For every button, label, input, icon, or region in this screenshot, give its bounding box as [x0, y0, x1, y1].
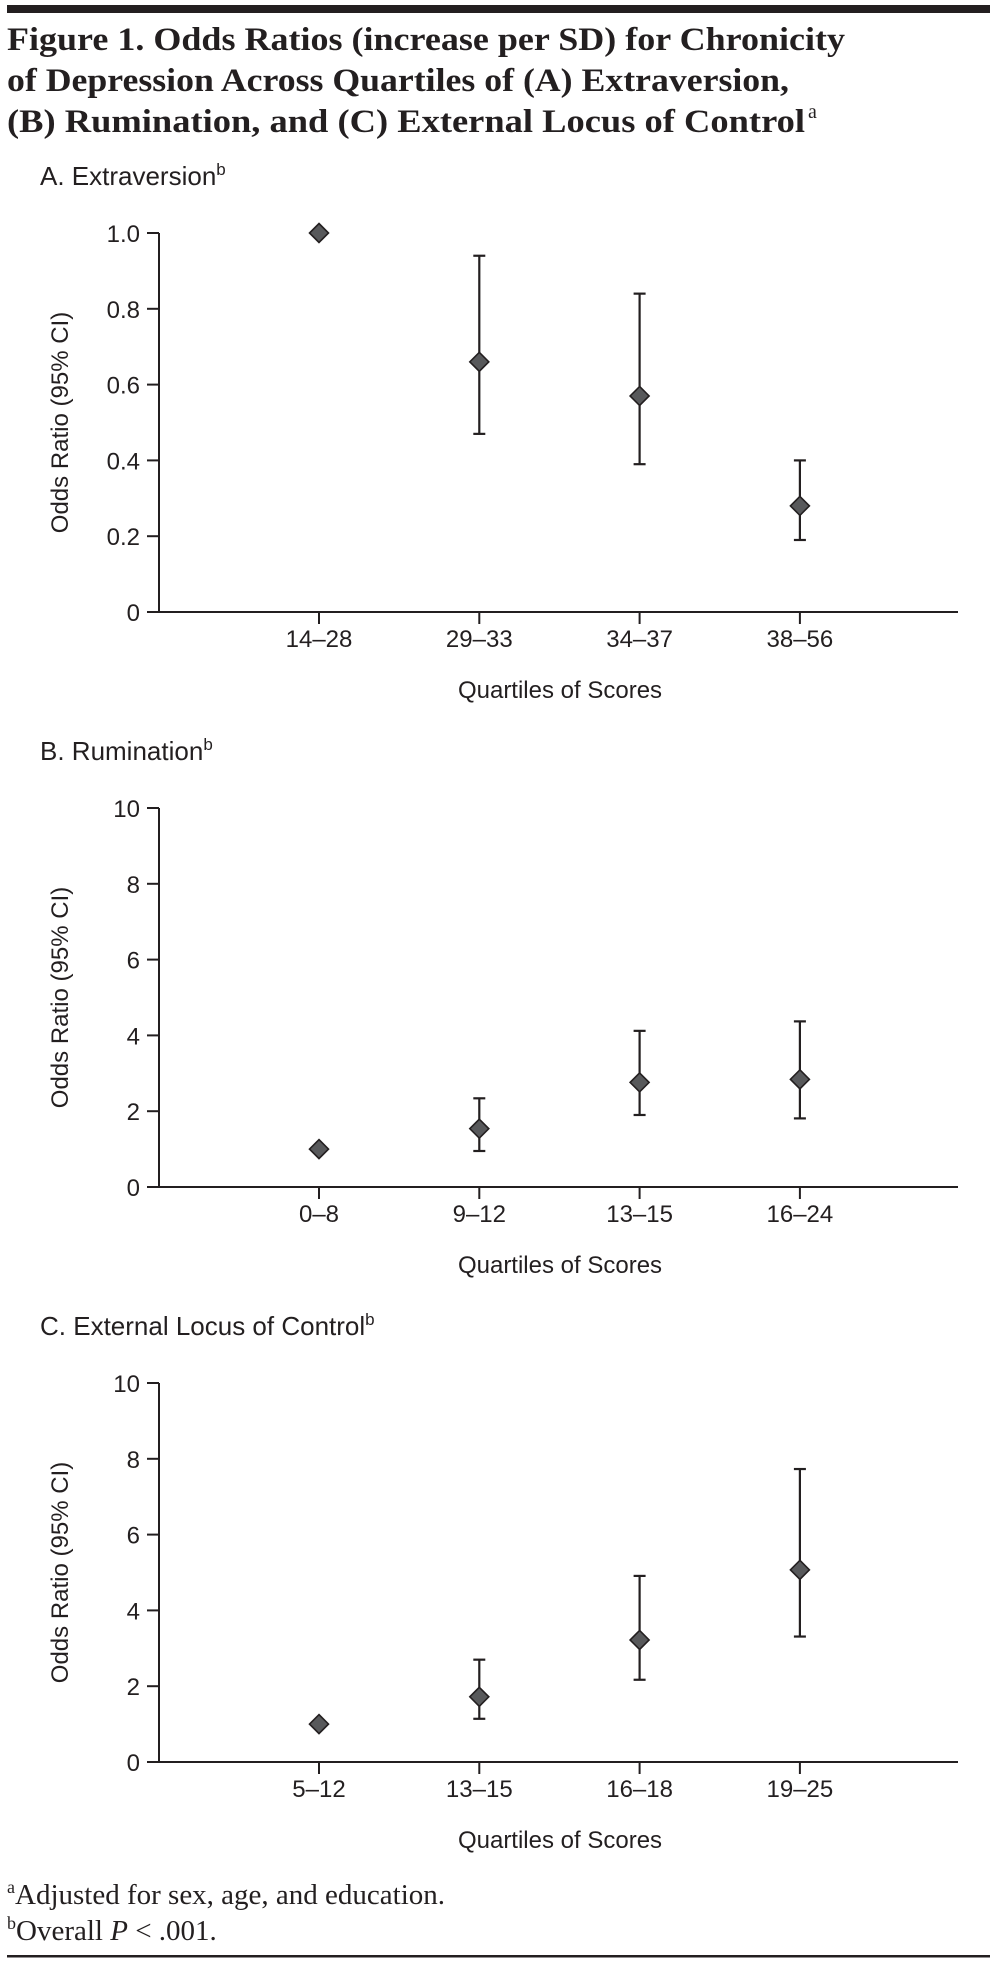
data-point [308, 222, 330, 244]
y-tick-label: 1.0 [107, 221, 140, 248]
data-point [789, 1068, 811, 1090]
x-tick-label: 16–18 [606, 1776, 673, 1803]
data-point [468, 1686, 490, 1708]
panel-title: A. Extraversionb [40, 160, 226, 191]
panel-title-superscript: b [365, 1310, 374, 1329]
panel-a: A. Extraversionb 0 0.2 0.4 0.6 0.8 1.0 Odds Rat… [40, 160, 958, 704]
y-tick-label: 8 [127, 1447, 140, 1474]
footnote-a: aAdjusted for sex, age, and education. [7, 1877, 445, 1911]
y-tick-label: 6 [127, 1523, 140, 1550]
panel-title-text: A. Extraversion [40, 161, 216, 191]
figure-title-line-1: Figure 1. Odds Ratios (increase per SD) … [7, 22, 846, 58]
y-tick-label: 8 [127, 872, 140, 899]
data-point [628, 1629, 651, 1651]
x-tick-label: 5–12 [292, 1776, 345, 1803]
error-bar [633, 1574, 646, 1681]
error-bar [633, 292, 646, 466]
y-tick-label: 2 [127, 1099, 140, 1126]
panel-c: C. External Locus of Controlb 0 2 4 6 8 10 Odds… [40, 1310, 958, 1854]
footnote-b-mark: b [7, 1913, 16, 1933]
data-point [468, 1118, 490, 1140]
footnote-a-mark: a [7, 1877, 15, 1897]
panel-b: B. Ruminationb 0 2 4 6 8 10 Odds Ratio (95% CI)… [40, 735, 958, 1279]
y-tick-label: 0.6 [107, 373, 140, 400]
y-tick-label: 0.2 [107, 524, 140, 551]
x-tick-label: 14–28 [286, 626, 353, 653]
x-tick-label: 9–12 [453, 1201, 506, 1228]
data-point [789, 1559, 811, 1581]
x-axis-label: Quartiles of Scores [458, 1252, 662, 1279]
y-tick-label: 0.8 [107, 297, 140, 324]
x-axis-label: Quartiles of Scores [458, 677, 662, 704]
y-axis-label: Odds Ratio (95% CI) [47, 1462, 74, 1683]
y-tick-label: 0 [127, 1750, 140, 1777]
panel-title: B. Ruminationb [40, 735, 213, 766]
y-tick-label: 4 [127, 1598, 140, 1625]
data-point [308, 1138, 330, 1160]
data-point [308, 1713, 330, 1735]
panel-title: C. External Locus of Controlb [40, 1310, 375, 1341]
y-axis-label: Odds Ratio (95% CI) [47, 887, 74, 1108]
footnote-a-text: Adjusted for sex, age, and education. [15, 1879, 445, 1911]
x-tick-label: 38–56 [767, 626, 834, 653]
panel-title-superscript: b [203, 735, 212, 754]
y-tick-label: 0.4 [107, 448, 140, 475]
y-axis-label: Odds Ratio (95% CI) [47, 312, 74, 533]
x-axis-label: Quartiles of Scores [458, 1827, 662, 1854]
data-point [468, 351, 490, 373]
y-tick-label: 10 [113, 796, 140, 823]
panel-title-text: C. External Locus of Control [40, 1311, 365, 1341]
data-point [628, 385, 651, 407]
y-tick-label: 6 [127, 948, 140, 975]
figure-title-line-3: (B) Rumination, and (C) External Locus o… [7, 104, 805, 140]
x-tick-label: 16–24 [767, 1201, 834, 1228]
y-tick-label: 0 [127, 1175, 140, 1202]
panel-title-superscript: b [216, 160, 225, 179]
x-tick-label: 13–15 [446, 1776, 513, 1803]
data-point [789, 495, 811, 517]
footnote-b-text-after: < .001. [128, 1915, 217, 1947]
footnote-b: bOverall P < .001. [7, 1913, 217, 1947]
error-bar [473, 254, 486, 435]
data-point [628, 1071, 651, 1094]
y-tick-label: 4 [127, 1023, 140, 1050]
x-tick-label: 19–25 [767, 1776, 834, 1803]
x-tick-label: 0–8 [299, 1201, 339, 1228]
panel-title-text: B. Rumination [40, 736, 203, 766]
x-tick-label: 34–37 [606, 626, 673, 653]
bottom-rule [7, 1955, 990, 1958]
y-tick-label: 0 [127, 600, 140, 627]
y-tick-label: 10 [113, 1371, 140, 1398]
error-bar [793, 1467, 806, 1638]
footnote-b-text-before: Overall [16, 1915, 110, 1947]
x-tick-label: 29–33 [446, 626, 513, 653]
footnote-b-italic: P [109, 1915, 128, 1947]
top-rule [7, 5, 990, 13]
figure-title-line-2: of Depression Across Quartiles of (A) Ex… [7, 63, 789, 99]
title-superscript: a [808, 101, 817, 123]
y-tick-label: 2 [127, 1674, 140, 1701]
x-tick-label: 13–15 [606, 1201, 673, 1228]
